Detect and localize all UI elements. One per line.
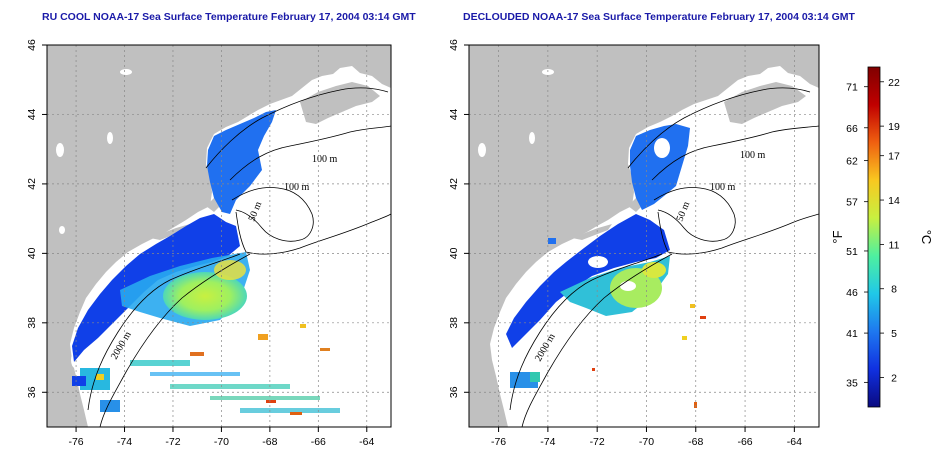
lon-tick-label: -76 xyxy=(491,436,506,448)
lon-tick-label: -72 xyxy=(590,436,605,448)
left-axis-ticks: -76 -74 -72 -70 -68 -66 -64 36 38 40 42 44 46 xyxy=(26,39,375,448)
celsius-tick-label: 11 xyxy=(889,239,900,251)
right-axis-ticks: -76 -74 -72 -70 -68 -66 -64 36 38 40 42 44 46 xyxy=(448,39,802,448)
fahrenheit-tick-label: 35 xyxy=(846,377,858,389)
fahrenheit-tick-label: 57 xyxy=(846,197,858,209)
right-graticule xyxy=(469,45,819,427)
celsius-tick-label: 22 xyxy=(888,77,900,89)
celsius-tick-label: 8 xyxy=(891,284,897,296)
right-map-title: DECLOUDED NOAA-17 Sea Surface Temperatur… xyxy=(463,11,855,23)
colorbar-gradient xyxy=(867,66,881,408)
celsius-unit-label: °C xyxy=(919,230,934,245)
lat-tick-label: 44 xyxy=(26,108,38,120)
lat-tick-label: 42 xyxy=(26,178,38,190)
fahrenheit-tick-label: 41 xyxy=(846,328,858,340)
right-sst-gulf-of-maine xyxy=(630,124,690,210)
left-bathymetry-contours xyxy=(87,87,391,427)
lon-tick-label: -74 xyxy=(540,436,555,448)
lat-tick-label: 40 xyxy=(448,247,460,259)
right-map-frame xyxy=(468,44,820,428)
fahrenheit-unit-label: °F xyxy=(830,230,845,243)
right-land-mass xyxy=(469,45,819,427)
right-bathymetry-contours xyxy=(509,87,819,427)
right-sst-shelf xyxy=(506,214,670,348)
svg-text:100 m: 100 m xyxy=(740,150,766,161)
fahrenheit-tick-label: 46 xyxy=(846,287,858,299)
lat-tick-label: 42 xyxy=(448,178,460,190)
left-map-panel: 100 m 100 m 50 m 2000 m -76 -74 -72 -70 -68-… xyxy=(26,39,392,448)
lon-tick-label: -70 xyxy=(639,436,654,448)
lon-tick-label: -68 xyxy=(688,436,703,448)
left-nova-scotia xyxy=(300,82,380,124)
lat-tick-label: 46 xyxy=(26,39,38,51)
celsius-tick-label: 19 xyxy=(888,121,900,133)
left-sst-gulf-stream-warm xyxy=(163,272,247,320)
lon-tick-label: -66 xyxy=(737,436,752,448)
right-long-island xyxy=(572,224,612,240)
lon-tick-label: -74 xyxy=(117,436,132,448)
celsius-tick-label: 17 xyxy=(888,151,900,163)
lat-tick-label: 36 xyxy=(26,386,38,398)
lon-tick-label: -72 xyxy=(165,436,180,448)
celsius-tick-label: 14 xyxy=(888,195,900,207)
right-nova-scotia xyxy=(724,82,806,124)
lon-tick-label: -76 xyxy=(68,436,83,448)
lon-tick-label: -70 xyxy=(214,436,229,448)
lon-tick-label: -68 xyxy=(262,436,277,448)
celsius-tick-label: 2 xyxy=(891,372,897,384)
lat-tick-label: 44 xyxy=(448,108,460,120)
fahrenheit-tick-label: 66 xyxy=(846,123,858,135)
left-land-mass xyxy=(47,45,391,427)
right-map-panel: 100 m 100 m 50 m 2000 m -76 -74 -72 -70 -68-… xyxy=(448,39,820,448)
lat-tick-label: 38 xyxy=(26,317,38,329)
left-sst-scattered-pixels xyxy=(72,324,340,415)
svg-text:100 m: 100 m xyxy=(710,182,736,193)
left-sst-gulf-of-maine xyxy=(207,110,276,214)
right-sst-warm-core xyxy=(610,268,662,308)
lat-tick-label: 40 xyxy=(26,247,38,259)
fahrenheit-tick-label: 62 xyxy=(846,156,858,168)
temperature-colorbar: 2 5 8 11 14 17 19 22 35 41 46 51 57 62 66 71 °F °C xyxy=(830,66,934,408)
svg-text:100 m: 100 m xyxy=(284,182,310,193)
fahrenheit-tick-label: 71 xyxy=(846,82,858,94)
lon-tick-label: -64 xyxy=(359,436,374,448)
lon-tick-label: -64 xyxy=(787,436,802,448)
lat-tick-label: 38 xyxy=(448,317,460,329)
lat-tick-label: 36 xyxy=(448,386,460,398)
svg-text:100 m: 100 m xyxy=(312,154,338,165)
lat-tick-label: 46 xyxy=(448,39,460,51)
fahrenheit-tick-label: 51 xyxy=(846,246,858,258)
colorbar-ticks: 2 5 8 11 14 17 19 22 35 41 46 51 57 62 66 71 xyxy=(846,77,900,390)
left-map-title: RU COOL NOAA-17 Sea Surface Temperature … xyxy=(42,11,416,23)
left-long-island xyxy=(150,224,190,240)
left-graticule xyxy=(47,45,391,427)
left-sst-shelf xyxy=(72,214,240,362)
lon-tick-label: -66 xyxy=(311,436,326,448)
left-map-frame xyxy=(46,44,392,428)
celsius-tick-label: 5 xyxy=(891,328,897,340)
